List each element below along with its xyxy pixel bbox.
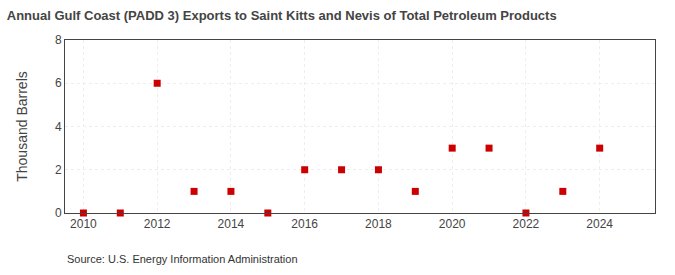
- svg-text:6: 6: [55, 76, 62, 90]
- svg-text:0: 0: [55, 206, 62, 220]
- svg-text:2: 2: [55, 163, 62, 177]
- svg-text:8: 8: [55, 33, 62, 47]
- svg-text:Source: U.S. Energy Informatio: Source: U.S. Energy Information Administ…: [67, 253, 298, 265]
- svg-text:2018: 2018: [365, 217, 392, 231]
- svg-text:2014: 2014: [218, 217, 245, 231]
- svg-text:2020: 2020: [439, 217, 466, 231]
- svg-text:2022: 2022: [513, 217, 540, 231]
- svg-text:2012: 2012: [144, 217, 171, 231]
- svg-text:2024: 2024: [586, 217, 613, 231]
- svg-text:Thousand Barrels: Thousand Barrels: [14, 71, 30, 182]
- svg-text:Annual Gulf Coast (PADD 3) Exp: Annual Gulf Coast (PADD 3) Exports to Sa…: [7, 8, 557, 23]
- svg-text:2010: 2010: [70, 217, 97, 231]
- svg-text:2016: 2016: [291, 217, 318, 231]
- svg-text:4: 4: [55, 120, 62, 134]
